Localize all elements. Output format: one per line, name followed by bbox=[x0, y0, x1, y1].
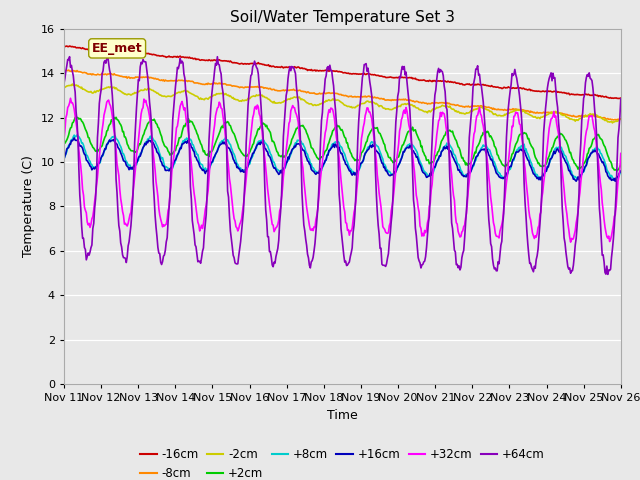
Legend: -16cm, -8cm, -2cm, +2cm, +8cm, +16cm, +32cm, +64cm: -16cm, -8cm, -2cm, +2cm, +8cm, +16cm, +3… bbox=[136, 444, 549, 480]
Title: Soil/Water Temperature Set 3: Soil/Water Temperature Set 3 bbox=[230, 10, 455, 25]
Y-axis label: Temperature (C): Temperature (C) bbox=[22, 156, 35, 257]
X-axis label: Time: Time bbox=[327, 408, 358, 421]
Text: EE_met: EE_met bbox=[92, 42, 143, 55]
